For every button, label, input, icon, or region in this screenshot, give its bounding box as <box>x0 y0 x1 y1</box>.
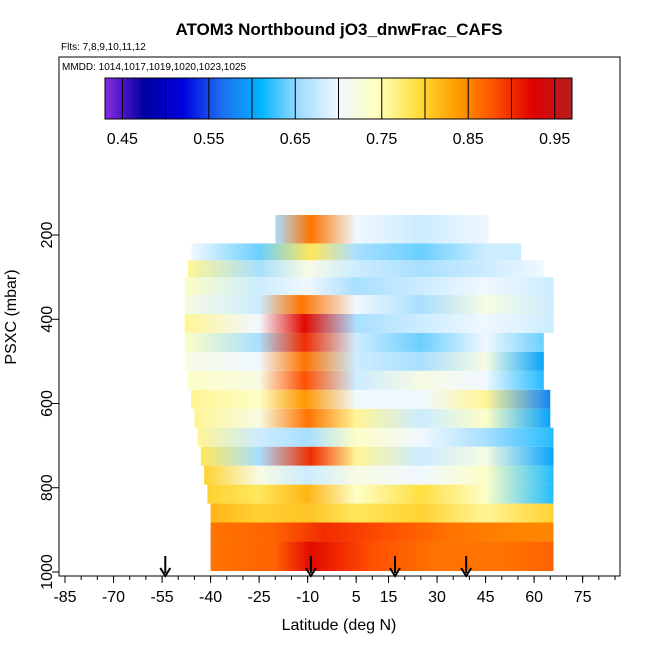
colorbar-tick-label: 0.45 <box>107 131 138 148</box>
x-axis: -85 -70 -55 -40 -25 -10 5 15 30 45 60 75 <box>53 576 616 606</box>
colorbar: 0.45 0.55 0.65 0.75 0.85 0.95 <box>104 77 573 148</box>
heatmap-band-545 <box>187 370 544 390</box>
x-tick-label: -70 <box>102 589 125 606</box>
heatmap-band-770 <box>204 465 554 485</box>
heatmap-band-455 <box>184 332 544 352</box>
heatmap-band-365 <box>184 295 554 314</box>
y-tick-label: 400 <box>39 306 56 333</box>
colorbar-tick-label: 0.95 <box>539 131 570 148</box>
chart-title: ATOM3 Northbound jO3_dnwFrac_CAFS <box>175 20 502 39</box>
heatmap-band-500 <box>184 351 544 371</box>
x-tick-label: -40 <box>199 589 222 606</box>
heatmap-layer <box>184 215 554 571</box>
x-tick-label: 30 <box>428 589 446 606</box>
x-tick-label: 75 <box>574 589 592 606</box>
x-tick-label: 15 <box>380 589 398 606</box>
y-tick-label: 800 <box>39 474 56 501</box>
y-tick-label: 200 <box>39 222 56 249</box>
x-tick-label: -85 <box>53 589 76 606</box>
x-tick-label: 60 <box>525 589 543 606</box>
colorbar-tick-label: 0.85 <box>453 131 484 148</box>
colorbar-tick-label: 0.65 <box>280 131 311 148</box>
x-tick-label: 5 <box>352 589 361 606</box>
y-tick-label: 1000 <box>39 554 56 590</box>
x-tick-label: 45 <box>477 589 495 606</box>
x-tick-label: -25 <box>248 589 271 606</box>
heatmap-band-950 <box>210 541 554 571</box>
heatmap-band-240 <box>191 243 522 261</box>
y-axis: 200 400 600 800 1000 <box>39 222 59 590</box>
heatmap-band-200 <box>275 215 489 244</box>
y-tick-label: 600 <box>39 390 56 417</box>
heatmap-band-860 <box>210 503 554 523</box>
dates-note: MMDD: 1014,1017,1019,1020,1023,1025 <box>62 62 246 73</box>
y-axis-label: PSXC (mbar) <box>3 269 20 364</box>
heatmap-band-410 <box>184 313 554 333</box>
heatmap-band-320 <box>184 277 554 296</box>
heatmap-band-590 <box>191 389 551 409</box>
x-tick-label: -55 <box>150 589 173 606</box>
heatmap-band-680 <box>197 427 554 447</box>
heatmap-band-280 <box>187 260 544 278</box>
flights-note: Flts: 7,8,9,10,11,12 <box>61 42 146 53</box>
x-axis-label: Latitude (deg N) <box>282 617 397 634</box>
heatmap-band-635 <box>194 408 551 428</box>
heatmap-band-815 <box>207 484 554 504</box>
x-tick-label: -10 <box>296 589 319 606</box>
heatmap-band-725 <box>200 446 554 466</box>
colorbar-tick-label: 0.75 <box>366 131 397 148</box>
colorbar-tick-label: 0.55 <box>193 131 224 148</box>
heatmap-band-905 <box>210 522 554 542</box>
